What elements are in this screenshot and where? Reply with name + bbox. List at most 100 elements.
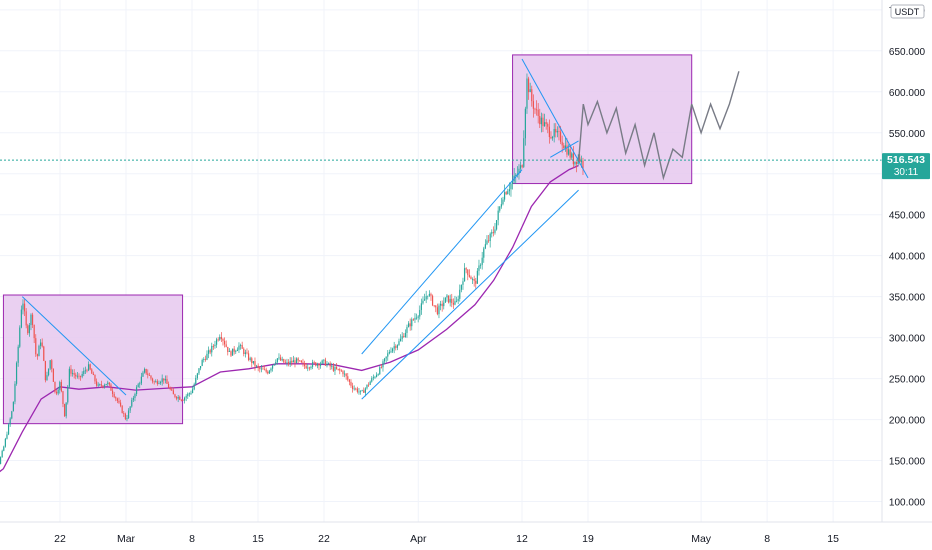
candle-body — [425, 296, 427, 300]
candle-body — [83, 370, 85, 374]
candle-body — [228, 351, 230, 352]
candle-body — [391, 348, 394, 352]
y-tick-label: 650.000 — [889, 47, 926, 58]
candle-body — [196, 373, 198, 378]
candle-body — [283, 359, 285, 363]
candle-body — [46, 375, 48, 381]
projection-line[interactable] — [577, 71, 740, 181]
y-tick-label: 250.000 — [889, 375, 926, 386]
candle-body — [179, 397, 181, 400]
candle-body — [305, 366, 307, 369]
candle-body — [25, 311, 27, 326]
candle-body — [135, 387, 138, 395]
candle-body — [310, 366, 312, 368]
currency-badge[interactable] — [890, 4, 925, 19]
candle-body — [372, 377, 374, 379]
candle-body — [527, 78, 530, 93]
candle-body — [100, 384, 102, 386]
candle-body — [267, 371, 269, 374]
candle-body — [318, 363, 320, 366]
trend-line[interactable] — [550, 140, 579, 158]
candle-body — [86, 370, 88, 372]
candle-body — [79, 375, 82, 377]
candle-body — [361, 390, 363, 392]
candle-body — [115, 397, 117, 399]
projection-path[interactable] — [577, 71, 740, 181]
candle-body — [347, 376, 349, 380]
candle-body — [124, 413, 126, 420]
candle-body — [182, 400, 184, 402]
candle-body — [523, 138, 525, 167]
price-scale[interactable] — [882, 0, 932, 522]
candle-body — [143, 368, 146, 373]
candle-body — [134, 394, 136, 398]
candle-body — [308, 367, 310, 369]
candle-body — [35, 338, 37, 355]
candle-body — [476, 270, 478, 284]
candle-body — [435, 305, 437, 308]
y-tick-label: 150.000 — [889, 457, 926, 468]
time-scale[interactable] — [0, 522, 882, 550]
candle-body — [494, 229, 496, 233]
candle-body — [572, 153, 574, 165]
candle-body — [41, 342, 43, 347]
candle-body — [65, 402, 67, 417]
candle-body — [278, 357, 280, 359]
candle-body — [126, 418, 128, 420]
candle-body — [246, 352, 248, 354]
candle-body — [223, 340, 226, 345]
candle-body — [260, 368, 262, 370]
candle-body — [444, 297, 446, 303]
y-tick-label: 200.000 — [889, 416, 926, 427]
range-rectangle[interactable] — [2, 294, 184, 425]
candle-body — [140, 376, 142, 384]
candle-body — [545, 122, 547, 124]
candle-body — [59, 382, 61, 390]
candle-body — [414, 317, 416, 320]
candle-body — [431, 295, 434, 306]
candle-body — [254, 361, 256, 367]
candle-body — [28, 325, 30, 334]
candle-body — [145, 368, 147, 374]
candle-body — [0, 457, 2, 464]
candle-body — [273, 363, 275, 366]
trend-line[interactable] — [521, 58, 589, 179]
candle-body — [385, 356, 387, 359]
candle-body — [321, 360, 323, 364]
candle-body — [502, 199, 504, 205]
candle-body — [217, 339, 219, 341]
candle-body — [172, 390, 174, 395]
candle-body — [252, 361, 254, 364]
candle-body — [15, 362, 18, 384]
candle-body — [455, 300, 458, 302]
trend-line[interactable] — [361, 189, 579, 400]
candle-body — [214, 344, 216, 347]
candle-body — [403, 336, 405, 338]
candle-body — [411, 319, 413, 327]
candle-body — [151, 378, 154, 382]
candle-body — [36, 354, 38, 357]
candle-body — [209, 350, 211, 353]
trend-lines[interactable] — [21, 58, 589, 400]
x-tick-label: 22 — [318, 533, 330, 545]
candle-body — [388, 352, 390, 354]
candle-body — [142, 372, 144, 377]
candle-body — [345, 373, 347, 377]
trend-line[interactable] — [21, 296, 127, 396]
candle-body — [49, 360, 51, 369]
candle-body — [404, 332, 406, 338]
y-tick-label: 450.000 — [889, 211, 926, 222]
candle-body — [262, 368, 264, 370]
candle-body — [155, 381, 157, 383]
candle-body — [380, 367, 382, 369]
trend-line[interactable] — [361, 169, 523, 355]
candle-body — [473, 279, 475, 281]
candle-body — [110, 384, 112, 391]
candle-body — [356, 388, 358, 392]
candle-body — [423, 299, 426, 301]
candle-body — [102, 385, 104, 387]
candle-body — [52, 368, 54, 382]
candle-body — [54, 381, 56, 392]
y-tick-label: 350.000 — [889, 293, 926, 304]
